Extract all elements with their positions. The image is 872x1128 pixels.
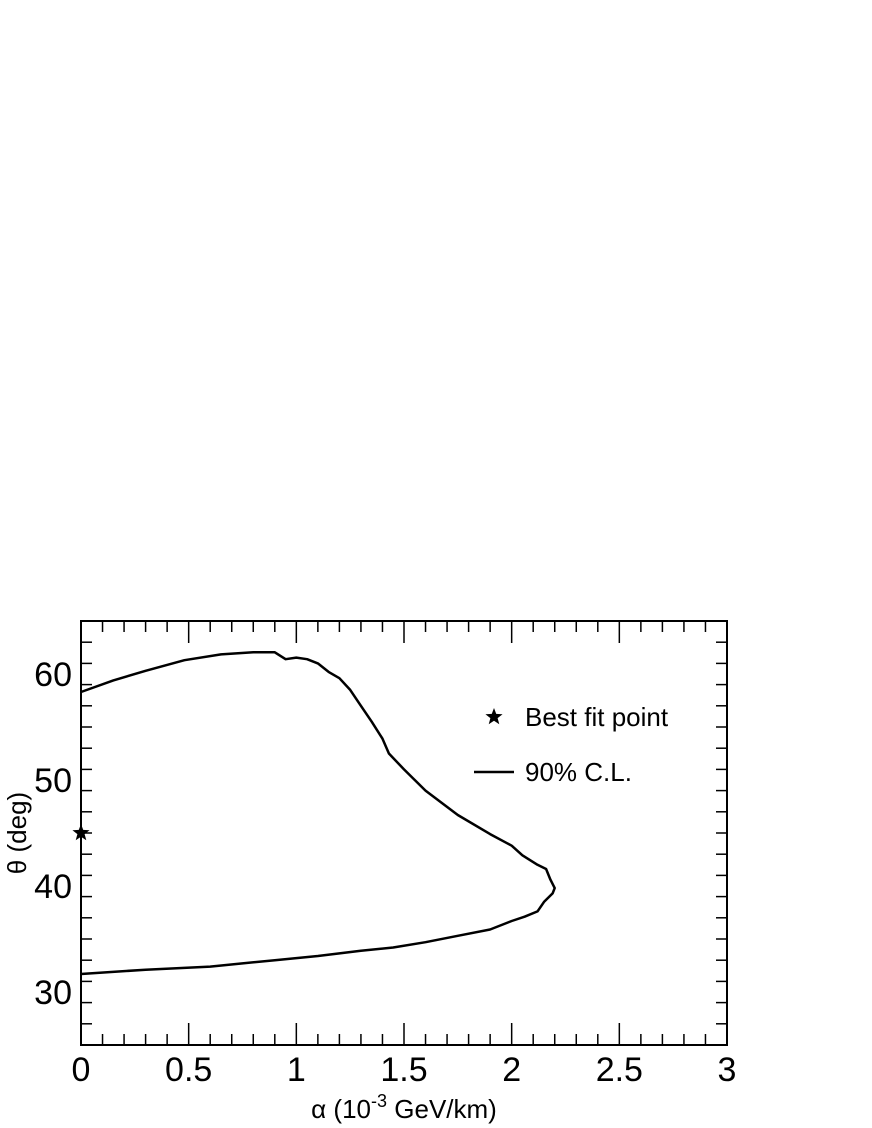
x-tick-label: 2.5 (596, 1051, 643, 1089)
legend: Best fit point 90% C.L. (474, 702, 669, 787)
contour-90cl (80, 651, 556, 976)
axis-tick-labels: 0 0.5 1 1.5 2 2.5 3 30 40 50 60 (34, 656, 736, 1089)
x-tick-label: 1 (287, 1051, 306, 1089)
x-axis-title: α (10-3 GeV/km) (311, 1091, 497, 1124)
x-tick-label: 3 (718, 1051, 737, 1089)
plot-frame (80, 620, 728, 1046)
legend-star-icon (485, 708, 503, 725)
axis-ticks (80, 620, 728, 1046)
x-tick-label: 0.5 (165, 1051, 212, 1089)
x-tick-label: 1.5 (380, 1051, 427, 1089)
y-tick-label: 60 (34, 656, 72, 694)
legend-label-90cl: 90% C.L. (525, 757, 632, 787)
y-tick-label: 30 (34, 974, 72, 1012)
best-fit-star-marker (72, 824, 90, 841)
y-axis-title: θ (deg) (2, 792, 32, 874)
y-tick-label: 40 (34, 868, 72, 906)
legend-label-best-fit: Best fit point (525, 702, 669, 732)
x-tick-label: 0 (72, 1051, 91, 1089)
y-tick-label: 50 (34, 762, 72, 800)
x-tick-label: 2 (502, 1051, 521, 1089)
